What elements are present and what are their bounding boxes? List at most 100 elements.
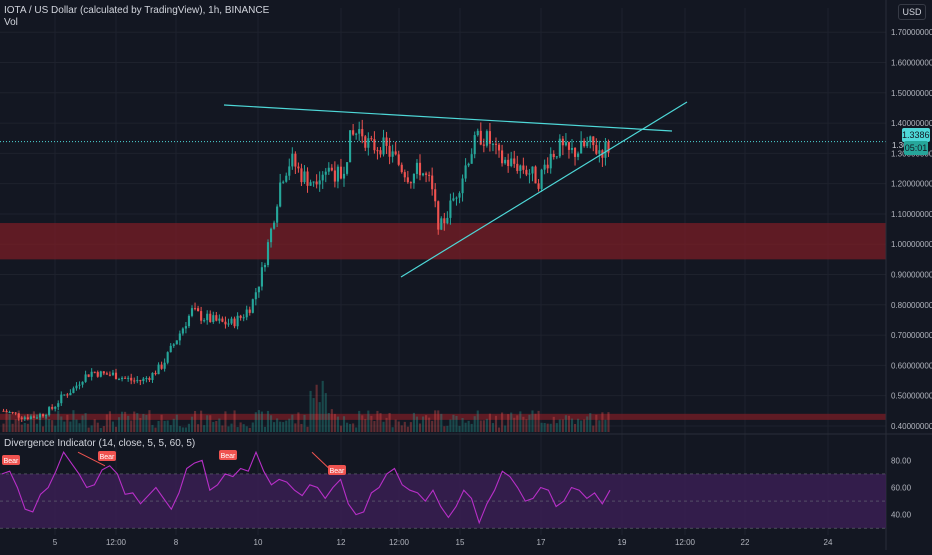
volume-bar xyxy=(321,380,324,432)
candle-body xyxy=(434,189,437,202)
volume-bar xyxy=(114,426,118,432)
candle-body xyxy=(172,344,175,346)
candle-body xyxy=(428,174,431,176)
volume-bar xyxy=(558,419,561,432)
current-price-tag: 1.33860422 xyxy=(902,128,932,142)
volume-bar xyxy=(403,421,406,432)
volume-bar xyxy=(364,418,367,432)
time-tick-label: 12:00 xyxy=(389,538,410,547)
volume-bar xyxy=(549,423,552,432)
volume-bar xyxy=(519,411,522,432)
candle-body xyxy=(473,135,476,155)
bear-tag xyxy=(219,450,237,460)
volume-bar xyxy=(333,413,336,432)
candle-body xyxy=(358,129,361,134)
candle-body xyxy=(111,372,115,375)
volume-bar xyxy=(282,422,285,432)
volume-bar xyxy=(543,422,546,432)
currency-button[interactable]: USD xyxy=(898,4,926,20)
countdown-price-prefix: 1.300 xyxy=(892,141,913,150)
volume-bar xyxy=(96,422,99,432)
volume-bar xyxy=(467,420,470,432)
volume-bar xyxy=(117,417,121,432)
volume-bar xyxy=(586,416,589,432)
volume-bar xyxy=(8,413,11,432)
candle-body xyxy=(330,167,333,171)
volume-bar xyxy=(507,414,510,432)
candle-body xyxy=(342,173,346,179)
candle-body xyxy=(45,415,48,417)
volume-bar xyxy=(394,419,397,432)
volume-bar xyxy=(491,423,495,432)
candle-body xyxy=(558,138,561,157)
candle-body xyxy=(114,372,118,380)
volume-bar xyxy=(440,413,443,432)
volume-bar xyxy=(178,426,181,432)
volume-bar xyxy=(11,423,14,432)
candle-body xyxy=(324,171,327,175)
volume-bar xyxy=(209,415,212,432)
candle-body xyxy=(446,217,449,224)
volume-bar xyxy=(29,414,32,432)
volume-bar xyxy=(63,421,66,432)
volume-bar xyxy=(461,418,464,432)
volume-bar xyxy=(501,412,504,432)
candle-body xyxy=(367,138,370,148)
candle-body xyxy=(285,175,288,182)
candle-body xyxy=(412,173,415,184)
volume-bar xyxy=(573,423,577,432)
volume-bar xyxy=(35,423,39,432)
candle-body xyxy=(476,130,479,136)
oscillator-tick-label: 80.00 xyxy=(891,456,912,465)
volume-bar xyxy=(193,410,197,432)
volume-bar xyxy=(285,420,288,432)
volume-bar xyxy=(345,422,349,432)
candle-body xyxy=(233,318,236,327)
volume-bar xyxy=(142,413,145,432)
candle-body xyxy=(48,407,51,416)
volume-bar xyxy=(303,414,306,432)
volume-bar xyxy=(121,411,124,432)
volume-bar xyxy=(327,412,330,432)
volume-label: Vol xyxy=(4,17,18,28)
volume-bar xyxy=(431,420,434,432)
candle-body xyxy=(586,142,589,147)
volume-bar xyxy=(93,419,96,432)
candle-body xyxy=(540,169,543,189)
candle-body xyxy=(555,156,558,158)
candle-body xyxy=(573,148,577,157)
candle-body xyxy=(254,292,257,300)
candle-body xyxy=(51,407,54,409)
candle-body xyxy=(394,151,397,155)
candle-body xyxy=(294,153,297,167)
volume-bar xyxy=(516,415,519,432)
volume-bar xyxy=(190,416,194,432)
candle-body xyxy=(607,141,610,153)
candle-body xyxy=(425,173,428,175)
volume-bar xyxy=(379,413,382,432)
candle-body xyxy=(297,166,300,169)
time-tick-label: 19 xyxy=(618,538,627,547)
candle-body xyxy=(163,362,166,369)
candle-body xyxy=(236,315,239,327)
oscillator-tick-label: 60.00 xyxy=(891,484,912,493)
price-tick-label: 1.70000000 xyxy=(891,28,932,37)
candle-body xyxy=(519,165,522,171)
volume-bar xyxy=(428,417,431,432)
price-tick-label: 0.70000000 xyxy=(891,331,932,340)
candle-body xyxy=(245,309,248,318)
candle-body xyxy=(345,162,349,174)
volume-bar xyxy=(409,422,412,432)
volume-bar xyxy=(528,414,531,432)
time-tick-label: 22 xyxy=(741,538,750,547)
volume-bar xyxy=(23,422,26,432)
candle-body xyxy=(504,159,507,164)
bear-tag xyxy=(2,455,20,465)
volume-bar xyxy=(111,421,115,432)
candle-body xyxy=(583,140,586,147)
volume-bar xyxy=(139,418,142,432)
volume-bar xyxy=(2,423,5,432)
volume-bar xyxy=(148,410,151,432)
volume-bar xyxy=(336,416,339,432)
